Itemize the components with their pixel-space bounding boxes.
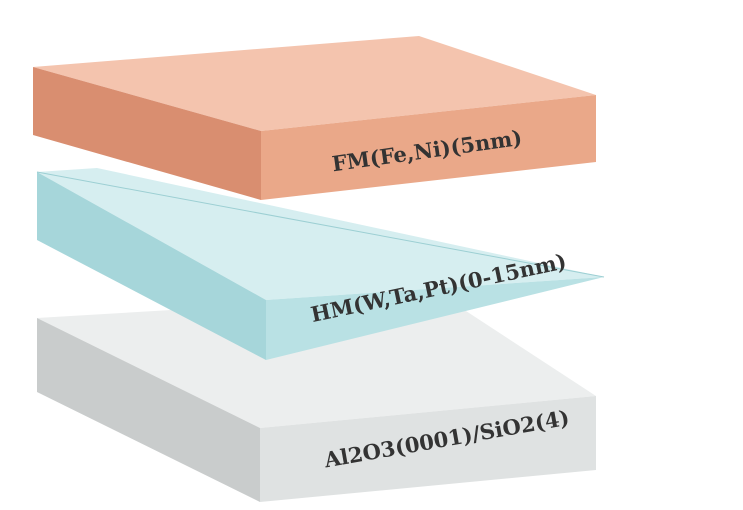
hm-wedge-layer: HM(W,Ta,Pt)(0-15nm) [36,168,605,360]
substrate-front-face [260,396,596,502]
fm-front-face [261,95,596,200]
substrate-layer: Al2O3(0001)/SiO2(4) [37,294,596,502]
hm-top-face [37,168,604,300]
substrate-side-face [37,318,260,502]
substrate-top-face [37,294,596,428]
hm-side-face [37,172,266,360]
fm-top-face [33,36,596,131]
fm-layer: FM(Fe,Ni)(5nm) [33,36,596,200]
fm-side-face [33,67,261,200]
hm-front-face [266,277,604,360]
hm-slope-edge [36,171,605,278]
